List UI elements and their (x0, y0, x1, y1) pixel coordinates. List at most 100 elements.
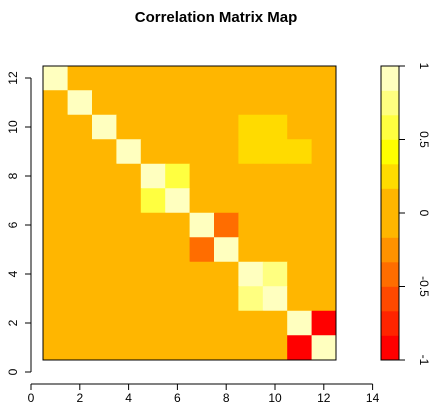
heatmap-cell (189, 114, 215, 140)
heatmap-cell (238, 114, 264, 140)
y-tick-label: 6 (6, 221, 20, 228)
x-tick-label: 6 (174, 391, 181, 405)
heatmap-cell (287, 90, 313, 116)
colorbar-legend: -1 -0.5 0 0.5 1 (380, 63, 431, 366)
heatmap-cell (67, 163, 93, 189)
heatmap-cell (189, 65, 215, 91)
heatmap-cell (67, 139, 93, 165)
colorbar-bin (381, 139, 399, 165)
heatmap-cell (238, 261, 264, 287)
heatmap-cell (140, 65, 166, 91)
heatmap-cell (262, 163, 288, 189)
heatmap-cell (214, 286, 239, 312)
colorbar-tick-label: -0.5 (417, 276, 431, 297)
heatmap-cell (116, 65, 142, 91)
heatmap-cell (287, 65, 313, 91)
heatmap-cell (311, 90, 337, 116)
heatmap-cell (311, 212, 337, 238)
heatmap-cell (140, 261, 166, 287)
heatmap-cell (287, 286, 313, 312)
heatmap-cell (43, 335, 69, 361)
heatmap-cell (165, 237, 191, 263)
heatmap-cell (43, 212, 69, 238)
heatmap-cell (92, 310, 117, 336)
colorbar-bin (381, 262, 399, 287)
heatmap-cell (67, 286, 93, 312)
heatmap-cell (189, 310, 215, 336)
heatmap-cell (116, 310, 142, 336)
heatmap-cell (140, 237, 166, 263)
colorbar-bin (381, 311, 399, 336)
heatmap-cell (214, 65, 239, 91)
heatmap-cell (287, 163, 313, 189)
heatmap-cell (165, 261, 191, 287)
heatmap-cell (43, 139, 69, 165)
colorbar-bin (381, 237, 399, 263)
heatmap-cell (140, 212, 166, 238)
heatmap-cell (92, 286, 117, 312)
x-tick-label: 8 (223, 391, 230, 405)
heatmap-cell (116, 261, 142, 287)
heatmap-cell (140, 90, 166, 116)
heatmap-cell (43, 261, 69, 287)
colorbar-bin (381, 90, 399, 116)
colorbar-bin (381, 286, 399, 312)
heatmap-cell (92, 261, 117, 287)
x-tick-label: 2 (76, 391, 83, 405)
heatmap-cell (262, 212, 288, 238)
y-tick-label: 4 (6, 270, 20, 277)
heatmap-cell (262, 261, 288, 287)
heatmap-cell (43, 163, 69, 189)
heatmap-cell (165, 139, 191, 165)
heatmap-cells (43, 65, 337, 361)
colorbar-tick-label: 0 (417, 210, 431, 217)
x-tick-label: 4 (125, 391, 132, 405)
colorbar-bin (381, 66, 399, 91)
heatmap-cell (262, 139, 288, 165)
heatmap-cell (189, 286, 215, 312)
heatmap-cell (92, 188, 117, 214)
heatmap-cell (116, 139, 142, 165)
heatmap-cell (311, 114, 337, 140)
heatmap-cell (92, 139, 117, 165)
heatmap-cell (311, 237, 337, 263)
heatmap-cell (165, 188, 191, 214)
heatmap-cell (165, 286, 191, 312)
heatmap-cell (238, 65, 264, 91)
heatmap-cell (43, 237, 69, 263)
heatmap-cell (214, 139, 239, 165)
heatmap-cell (311, 163, 337, 189)
heatmap-cell (214, 90, 239, 116)
heatmap-cell (311, 261, 337, 287)
heatmap-cell (43, 286, 69, 312)
heatmap-cell (214, 335, 239, 361)
heatmap-cell (311, 310, 337, 336)
heatmap-cell (262, 335, 288, 361)
x-tick-label: 12 (317, 391, 331, 405)
heatmap-cell (214, 237, 239, 263)
heatmap-cell (165, 310, 191, 336)
heatmap-cell (116, 212, 142, 238)
heatmap-cell (238, 310, 264, 336)
heatmap-cell (67, 90, 93, 116)
heatmap-cell (116, 237, 142, 263)
heatmap-cell (189, 237, 215, 263)
heatmap-cell (116, 90, 142, 116)
heatmap-cell (287, 188, 313, 214)
heatmap-cell (92, 212, 117, 238)
colorbar-bin (381, 164, 399, 189)
colorbar-bin (381, 115, 399, 140)
heatmap-cell (238, 335, 264, 361)
heatmap-cell (116, 335, 142, 361)
heatmap-cell (92, 237, 117, 263)
heatmap-cell (92, 163, 117, 189)
y-tick-label: 12 (6, 71, 20, 85)
heatmap-cell (43, 310, 69, 336)
heatmap-cell (67, 335, 93, 361)
heatmap-cell (140, 310, 166, 336)
heatmap-cell (67, 188, 93, 214)
heatmap-cell (165, 335, 191, 361)
heatmap-cell (67, 65, 93, 91)
heatmap-cell (238, 237, 264, 263)
